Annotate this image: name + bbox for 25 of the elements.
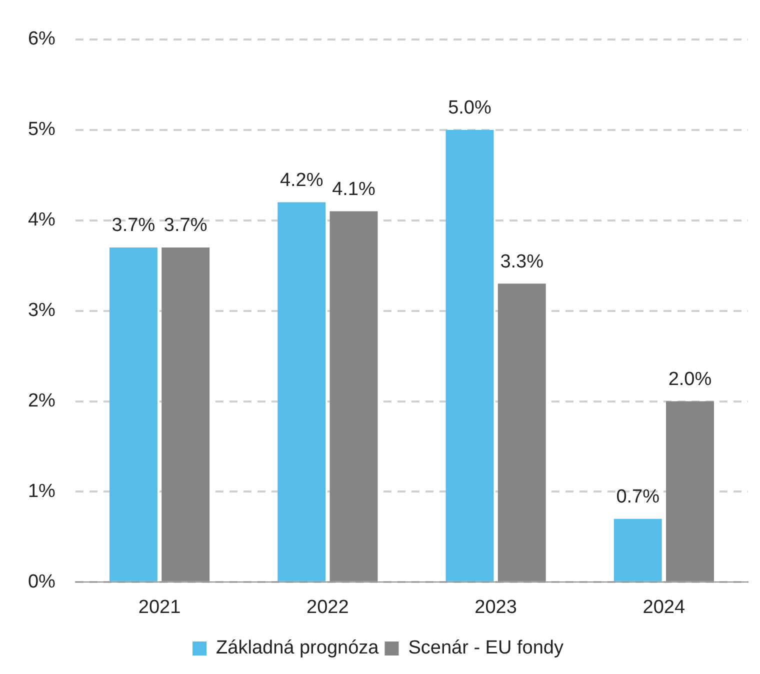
legend-label: Scenár - EU fondy [408,638,564,659]
data-label: 3.7% [112,215,156,236]
legend-label: Základná prognóza [216,638,380,659]
y-tick-label: 0% [28,571,56,592]
y-tick-label: 5% [28,119,56,140]
y-tick-label: 2% [28,390,56,412]
data-label: 3.3% [500,251,544,272]
y-tick-label: 1% [28,480,56,502]
data-label: 5.0% [448,98,492,119]
x-tick-label: 2021 [138,596,181,618]
y-tick-label: 4% [28,210,56,231]
y-tick-label: 3% [28,300,56,322]
y-tick-label: 6% [28,28,56,50]
bar [446,130,494,582]
x-tick-label: 2024 [642,596,686,618]
bar [614,518,662,582]
bar [109,247,158,582]
bar [278,202,326,582]
data-label: 0.7% [616,486,660,508]
x-tick-label: 2023 [474,596,517,618]
data-label: 4.1% [332,179,376,200]
data-label: 4.2% [280,170,324,191]
x-tick-label: 2022 [306,596,349,618]
data-label: 3.7% [164,215,208,236]
data-label: 2.0% [668,369,712,390]
